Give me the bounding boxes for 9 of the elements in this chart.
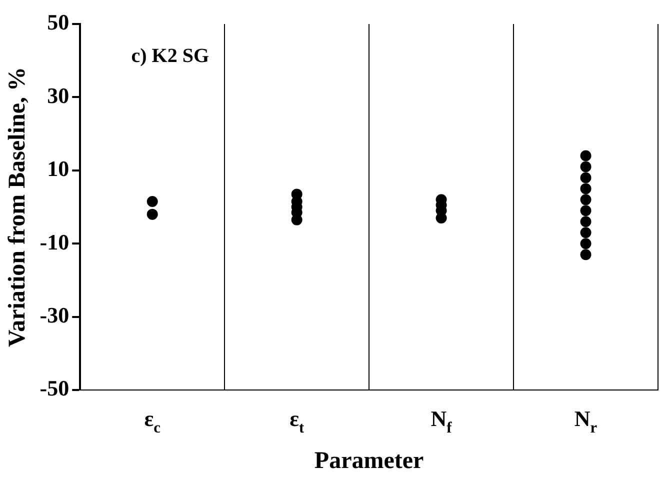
y-tick-label: 30 (47, 82, 70, 108)
x-axis-title: Parameter (314, 448, 424, 474)
y-axis-title: Variation from Baseline, % (4, 67, 31, 347)
y-tick-label: -30 (40, 302, 70, 328)
y-tick-label: -10 (40, 229, 70, 254)
y-tick-label: -50 (40, 376, 70, 401)
y-tick-label: 50 (47, 10, 70, 35)
y-tick-label: 10 (47, 156, 70, 182)
text: c) K2 SG (131, 45, 210, 67)
